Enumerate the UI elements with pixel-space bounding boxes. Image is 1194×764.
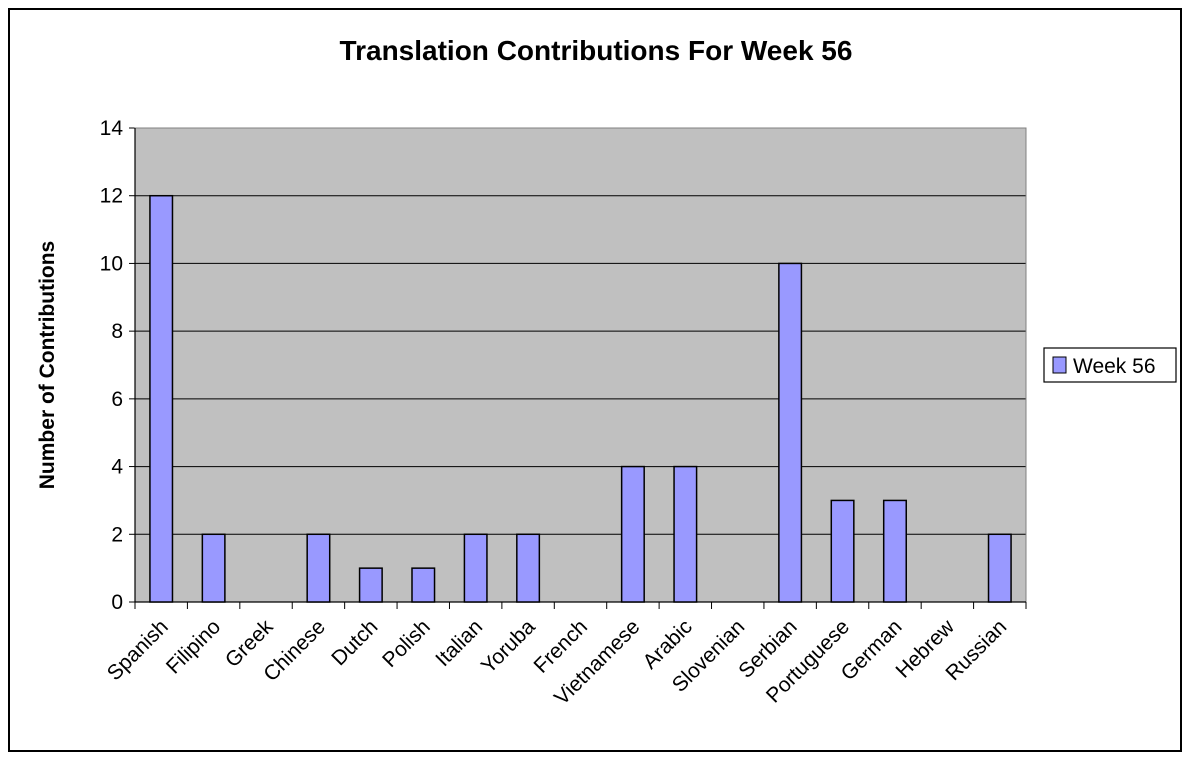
x-tick-label: Dutch — [327, 615, 382, 670]
legend: Week 56 — [1043, 347, 1177, 383]
bar-portuguese — [830, 499, 855, 603]
bar-serbian — [778, 262, 803, 603]
bar-polish — [411, 567, 436, 603]
y-tick-label: 2 — [111, 523, 123, 546]
bar-yoruba — [516, 533, 541, 603]
y-tick-label: 10 — [100, 252, 123, 275]
bar-filipino — [201, 533, 226, 603]
bar-chinese — [306, 533, 331, 603]
bar-arabic — [673, 465, 698, 603]
plot-area: 02468101214SpanishFilipinoGreekChineseDu… — [100, 117, 1027, 710]
y-tick-label: 0 — [111, 591, 123, 614]
bar-italian — [463, 533, 488, 603]
bar-german — [882, 499, 907, 603]
plot-background — [135, 128, 1026, 602]
bar-spanish — [149, 194, 174, 603]
bar-russian — [987, 533, 1012, 603]
bar-vietnamese — [620, 465, 645, 603]
x-tick-label: Spanish — [103, 615, 173, 685]
y-tick-label: 4 — [111, 456, 123, 479]
y-tick-label: 12 — [100, 185, 123, 208]
y-tick-label: 8 — [111, 320, 123, 343]
legend-swatch — [1052, 356, 1067, 374]
x-tick-label: Polish — [378, 615, 435, 672]
x-tick-label: Yoruba — [477, 615, 540, 678]
legend-label: Week 56 — [1073, 355, 1156, 378]
y-tick-label: 14 — [100, 117, 124, 140]
y-tick-label: 6 — [111, 388, 123, 411]
y-axis-label: Number of Contributions — [36, 241, 59, 489]
chart-title: Translation Contributions For Week 56 — [340, 35, 853, 66]
x-tick-label: Filipino — [162, 615, 225, 678]
legend-box — [1043, 347, 1177, 383]
bar-dutch — [358, 567, 383, 603]
